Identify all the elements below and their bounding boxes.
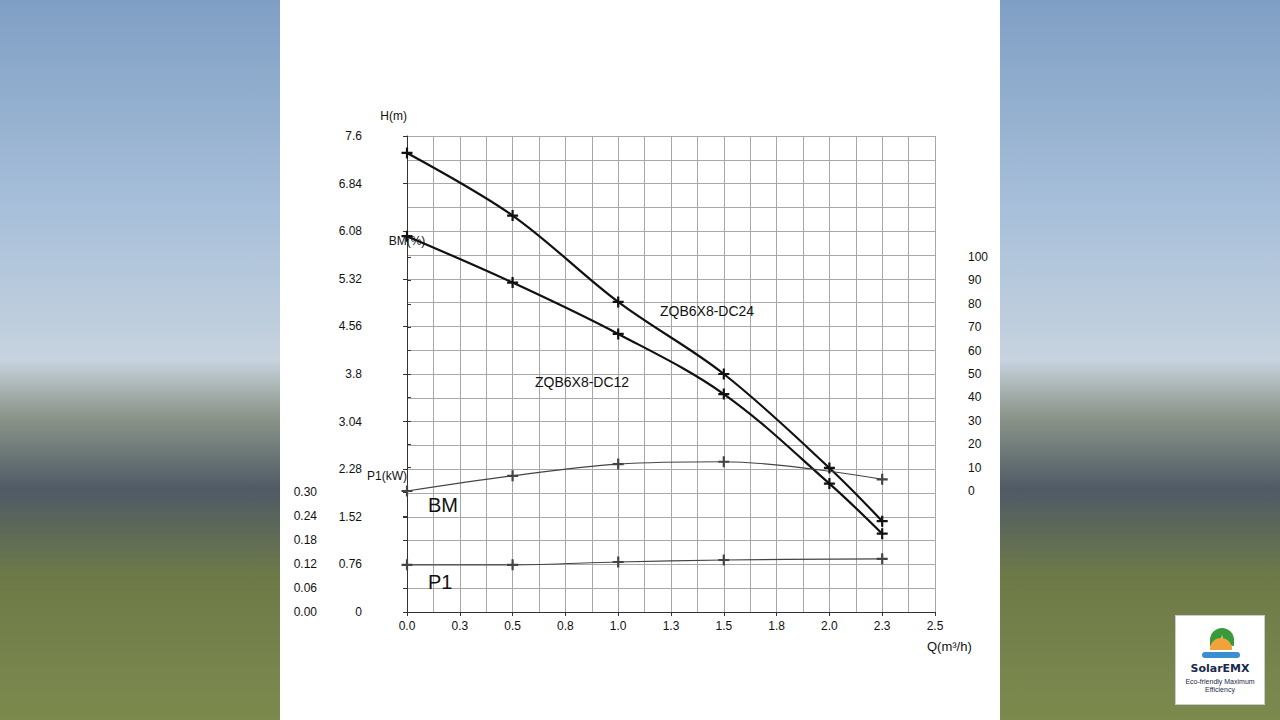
svg-text:80: 80 [968, 297, 982, 311]
svg-text:H(m): H(m) [380, 109, 407, 123]
svg-text:1.5: 1.5 [715, 619, 732, 633]
svg-text:P1: P1 [428, 571, 452, 593]
svg-text:50: 50 [968, 367, 982, 381]
svg-text:0: 0 [968, 484, 975, 498]
svg-text:0.12: 0.12 [294, 557, 318, 571]
svg-text:1.0: 1.0 [610, 619, 627, 633]
svg-text:0.5: 0.5 [504, 619, 521, 633]
svg-text:6.84: 6.84 [339, 177, 363, 191]
html-text:Eco-friendly Maximum Efficienc: Eco-friendly Maximum Efficiency [1185, 678, 1255, 693]
svg-text:0: 0 [355, 605, 362, 619]
svg-text:70: 70 [968, 320, 982, 334]
svg-text:1.8: 1.8 [768, 619, 785, 633]
svg-text:0.24: 0.24 [294, 509, 318, 523]
svg-text:BM: BM [428, 494, 458, 516]
svg-text:3.04: 3.04 [339, 415, 363, 429]
svg-text:4.56: 4.56 [339, 319, 363, 333]
svg-text:ZQB6X8-DC12: ZQB6X8-DC12 [535, 374, 629, 390]
svg-text:BM(%): BM(%) [388, 234, 426, 248]
svg-text:10: 10 [968, 461, 982, 475]
svg-text:2.0: 2.0 [821, 619, 838, 633]
svg-text:100: 100 [968, 250, 988, 264]
svg-text:0.0: 0.0 [399, 619, 416, 633]
svg-text:Q(m³/h): Q(m³/h) [927, 639, 972, 654]
svg-text:20: 20 [968, 437, 982, 451]
svg-text:1.3: 1.3 [663, 619, 680, 633]
svg-text:3.8: 3.8 [345, 367, 362, 381]
svg-text:5.32: 5.32 [339, 272, 363, 286]
svg-text:2.3: 2.3 [874, 619, 891, 633]
svg-text:2.5: 2.5 [927, 619, 944, 633]
svg-text:40: 40 [968, 390, 982, 404]
svg-text:0.8: 0.8 [557, 619, 574, 633]
svg-text:0.76: 0.76 [339, 557, 363, 571]
svg-text:0.06: 0.06 [294, 581, 318, 595]
svg-text:60: 60 [968, 344, 982, 358]
svg-text:0.18: 0.18 [294, 533, 318, 547]
svg-text:6.08: 6.08 [339, 224, 363, 238]
svg-text:7.6: 7.6 [345, 129, 362, 143]
svg-text:1.52: 1.52 [339, 510, 363, 524]
svg-text:90: 90 [968, 273, 982, 287]
svg-text:0.3: 0.3 [451, 619, 468, 633]
svg-text:0.00: 0.00 [294, 605, 318, 619]
svg-text:30: 30 [968, 414, 982, 428]
svg-text:P1(kW): P1(kW) [367, 469, 407, 483]
svg-text:0.30: 0.30 [294, 485, 318, 499]
html-text:SolarEMX: SolarEMX [1190, 662, 1250, 675]
svg-text:ZQB6X8-DC24: ZQB6X8-DC24 [660, 303, 754, 319]
svg-text:2.28: 2.28 [339, 462, 363, 476]
